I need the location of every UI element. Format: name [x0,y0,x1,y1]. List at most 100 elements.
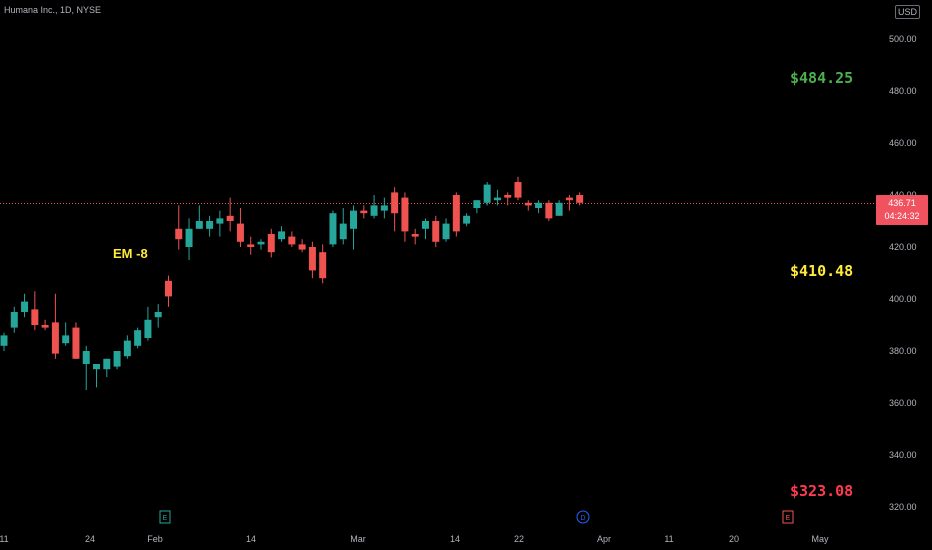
candle [329,210,337,247]
currency-button[interactable]: USD [895,5,921,19]
event-marker-label: E [786,515,791,522]
em-label: EM -8 [113,246,148,261]
candle-body [339,223,347,240]
y-tick-label: 360.00 [889,398,917,408]
candle-body [72,327,80,359]
y-tick-label: 320.00 [889,502,917,512]
candle [267,228,275,258]
candle [21,293,29,318]
x-tick-label: 22 [514,534,524,544]
candle [380,197,388,219]
candle-body [380,205,388,211]
candle [493,189,501,206]
x-tick-label: Apr [597,534,611,544]
candle-body [524,202,532,206]
candle-body [350,210,358,229]
candle [185,218,193,260]
candle-body [370,205,378,216]
candle-body [164,280,172,297]
candle-body [123,340,131,357]
candle [370,195,378,219]
last-price-value: 436.71 [888,198,916,208]
candle-body [288,236,296,245]
candle-body [113,351,121,367]
candles [0,176,584,390]
y-tick-label: 340.00 [889,450,917,460]
candle-body [257,241,265,245]
event-marker[interactable]: E [159,510,171,524]
y-tick-label: 420.00 [889,242,917,252]
candle [545,200,553,221]
candle [452,192,460,237]
event-marker[interactable]: D [576,510,590,524]
candle-body [62,335,70,344]
candle-body [154,312,162,318]
candle [442,218,450,242]
candle-body [247,244,255,247]
candle [339,208,347,245]
candle-body [134,330,142,346]
candle [391,187,399,232]
candle-body [31,309,39,325]
x-tick-label: 20 [729,534,739,544]
candle-body [195,221,203,229]
candle-body [535,202,543,208]
candle [72,322,80,359]
candle-body [473,200,481,208]
candle [257,239,265,250]
candle-body [411,234,419,237]
candle-body [82,351,90,364]
event-marker-label: E [163,515,168,522]
candle [175,205,183,250]
candle [62,322,70,346]
candle-body [10,312,18,328]
candle [41,319,49,331]
candle [319,244,327,284]
upper-level-label: $484.25 [790,69,854,87]
x-tick-label: 11 [0,534,9,544]
candle [226,197,234,232]
candle [82,345,90,390]
candle-body [144,319,152,338]
candle [206,215,214,237]
candle-body [391,192,399,214]
candle [51,293,59,359]
candle [576,192,584,206]
candle [555,200,563,216]
candle-body [360,210,368,214]
middle-level-label: $410.48 [790,262,854,280]
x-tick-label: Mar [350,534,366,544]
x-tick-label: May [811,534,829,544]
candle-body [267,234,275,253]
candle-body [545,202,553,219]
candle-body [555,202,563,216]
candle [0,332,8,351]
candle-body [51,322,59,354]
candle-body [216,218,224,224]
x-tick-label: 14 [246,534,256,544]
candle-body [463,215,471,224]
candle-body [329,213,337,245]
candle-body [236,223,244,242]
candle-body [504,195,512,198]
candle [195,205,203,229]
candle-body [319,252,327,279]
candle [10,306,18,333]
candle-body [483,184,491,203]
candle [31,291,39,331]
bar-countdown: 04:24:32 [884,211,920,221]
candle [483,182,491,206]
y-tick-label: 480.00 [889,86,917,96]
candle [350,205,358,250]
last-price-tag: 436.71 04:24:32 [876,195,928,225]
candle [93,364,101,388]
y-tick-label: 460.00 [889,138,917,148]
candle [401,192,409,242]
candle-body [103,358,111,370]
candle [103,358,111,377]
candle [113,351,121,370]
candle [432,215,440,247]
candle [514,176,522,201]
event-marker[interactable]: E [782,510,794,524]
